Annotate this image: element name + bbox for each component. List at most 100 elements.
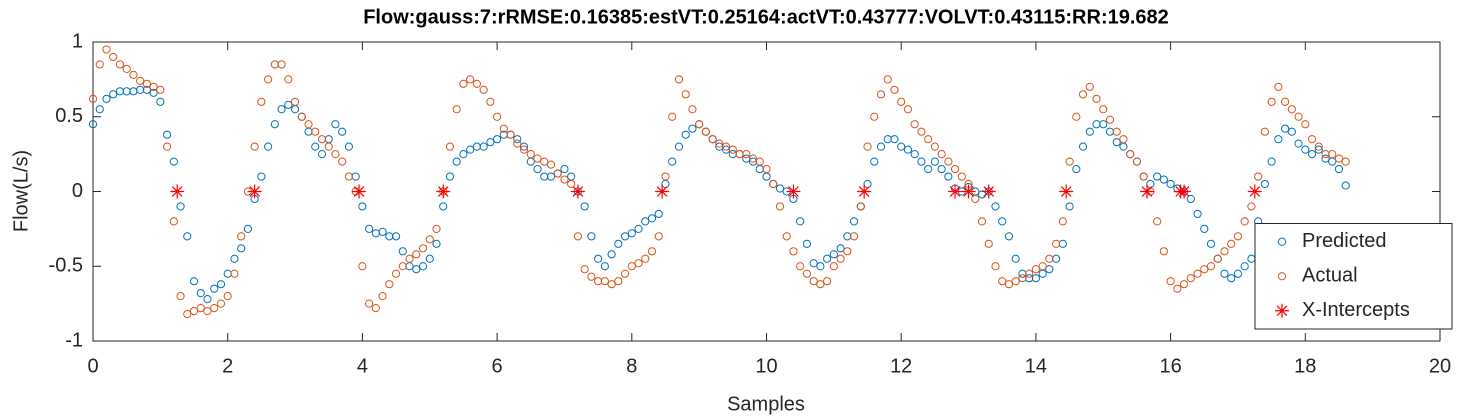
circle-marker [1018, 274, 1027, 283]
circle-marker [1294, 112, 1303, 121]
circle-marker [183, 232, 192, 241]
circle-marker [371, 304, 380, 313]
circle-marker [1287, 127, 1296, 136]
circle-marker [445, 142, 455, 151]
circle-marker [742, 150, 751, 159]
circle-marker [998, 277, 1007, 286]
circle-marker [331, 120, 340, 129]
circle-marker [728, 145, 737, 154]
star-marker [1275, 303, 1289, 318]
circle-marker [405, 254, 414, 263]
circle-marker [796, 217, 805, 226]
x-tick-label: 2 [222, 355, 233, 377]
circle-marker [614, 239, 623, 248]
x-axis-label: Samples [727, 393, 805, 415]
legend-label: X-Intercepts [1302, 299, 1410, 321]
circle-marker [809, 259, 818, 268]
circle-marker [264, 75, 273, 84]
circle-marker [1254, 172, 1263, 181]
circle-marker [344, 172, 354, 181]
circle-marker [412, 265, 421, 274]
circle-marker [479, 85, 488, 94]
circle-marker [715, 139, 724, 148]
circle-marker [533, 164, 542, 174]
circle-marker [775, 202, 785, 211]
circle-marker [849, 217, 859, 226]
circle-marker [1159, 175, 1168, 184]
circle-marker [1085, 127, 1094, 136]
star-marker [352, 184, 367, 199]
circle-marker [270, 120, 279, 129]
circle-marker [1267, 97, 1276, 106]
circle-marker [1321, 154, 1330, 163]
circle-marker [775, 184, 785, 193]
circle-marker [237, 244, 246, 253]
circle-marker [876, 142, 886, 151]
circle-marker [365, 224, 374, 233]
circle-marker [870, 112, 879, 121]
circle-marker [1153, 217, 1162, 226]
circle-marker [897, 142, 906, 151]
circle-marker [721, 142, 731, 151]
circle-marker [1233, 232, 1243, 241]
circle-marker [748, 154, 758, 163]
circle-marker [1166, 179, 1175, 189]
x-tick-label: 4 [357, 355, 368, 377]
circle-marker [910, 120, 919, 129]
star-marker [1059, 184, 1074, 199]
star-marker [1140, 184, 1155, 199]
circle-marker [1341, 157, 1350, 166]
circle-marker [102, 45, 111, 54]
circle-marker [843, 247, 852, 256]
circle-marker [870, 157, 879, 166]
circle-marker [998, 217, 1007, 226]
circle-marker [311, 127, 320, 136]
series [170, 184, 1262, 199]
circle-marker [903, 145, 913, 154]
chart-title: Flow:gauss:7:rRMSE:0.16385:estVT:0.25164… [363, 6, 1169, 28]
legend-label: Predicted [1302, 230, 1387, 252]
circle-marker [1139, 172, 1148, 181]
circle-marker [142, 85, 151, 94]
circle-marker [587, 272, 596, 281]
circle-marker [169, 217, 178, 226]
circle-marker [924, 135, 933, 144]
circle-marker [1193, 269, 1202, 278]
circle-marker [533, 154, 542, 163]
circle-marker [1186, 274, 1195, 283]
circle-marker [1267, 157, 1276, 166]
circle-marker [1085, 82, 1094, 91]
circle-marker [1274, 82, 1283, 91]
circle-marker [1200, 265, 1209, 274]
circle-marker [991, 202, 1000, 211]
circle-marker [1078, 142, 1088, 151]
y-axis-label: Flow(L/s) [10, 150, 32, 232]
circle-marker [338, 127, 347, 136]
circle-marker [769, 179, 778, 189]
circle-marker [445, 172, 455, 181]
circle-marker [1213, 254, 1222, 263]
circle-marker [1307, 135, 1317, 144]
circle-marker [277, 60, 286, 69]
circle-marker [1206, 262, 1216, 271]
circle-marker [944, 172, 953, 181]
circle-marker [1065, 202, 1074, 211]
circle-marker [95, 105, 104, 114]
circle-marker [398, 262, 407, 271]
circle-marker [519, 142, 529, 151]
circle-marker [1004, 232, 1014, 241]
circle-marker [849, 232, 859, 241]
circle-marker [317, 135, 327, 144]
circle-marker [257, 97, 266, 106]
circle-marker [1341, 181, 1350, 190]
circle-marker [203, 295, 212, 304]
circle-marker [573, 232, 583, 241]
circle-marker [823, 277, 832, 286]
circle-marker [1099, 105, 1108, 114]
circle-marker [1307, 150, 1317, 159]
circle-marker [1227, 274, 1236, 283]
star-marker [961, 184, 976, 199]
circle-marker [944, 157, 953, 166]
circle-marker [587, 232, 596, 241]
